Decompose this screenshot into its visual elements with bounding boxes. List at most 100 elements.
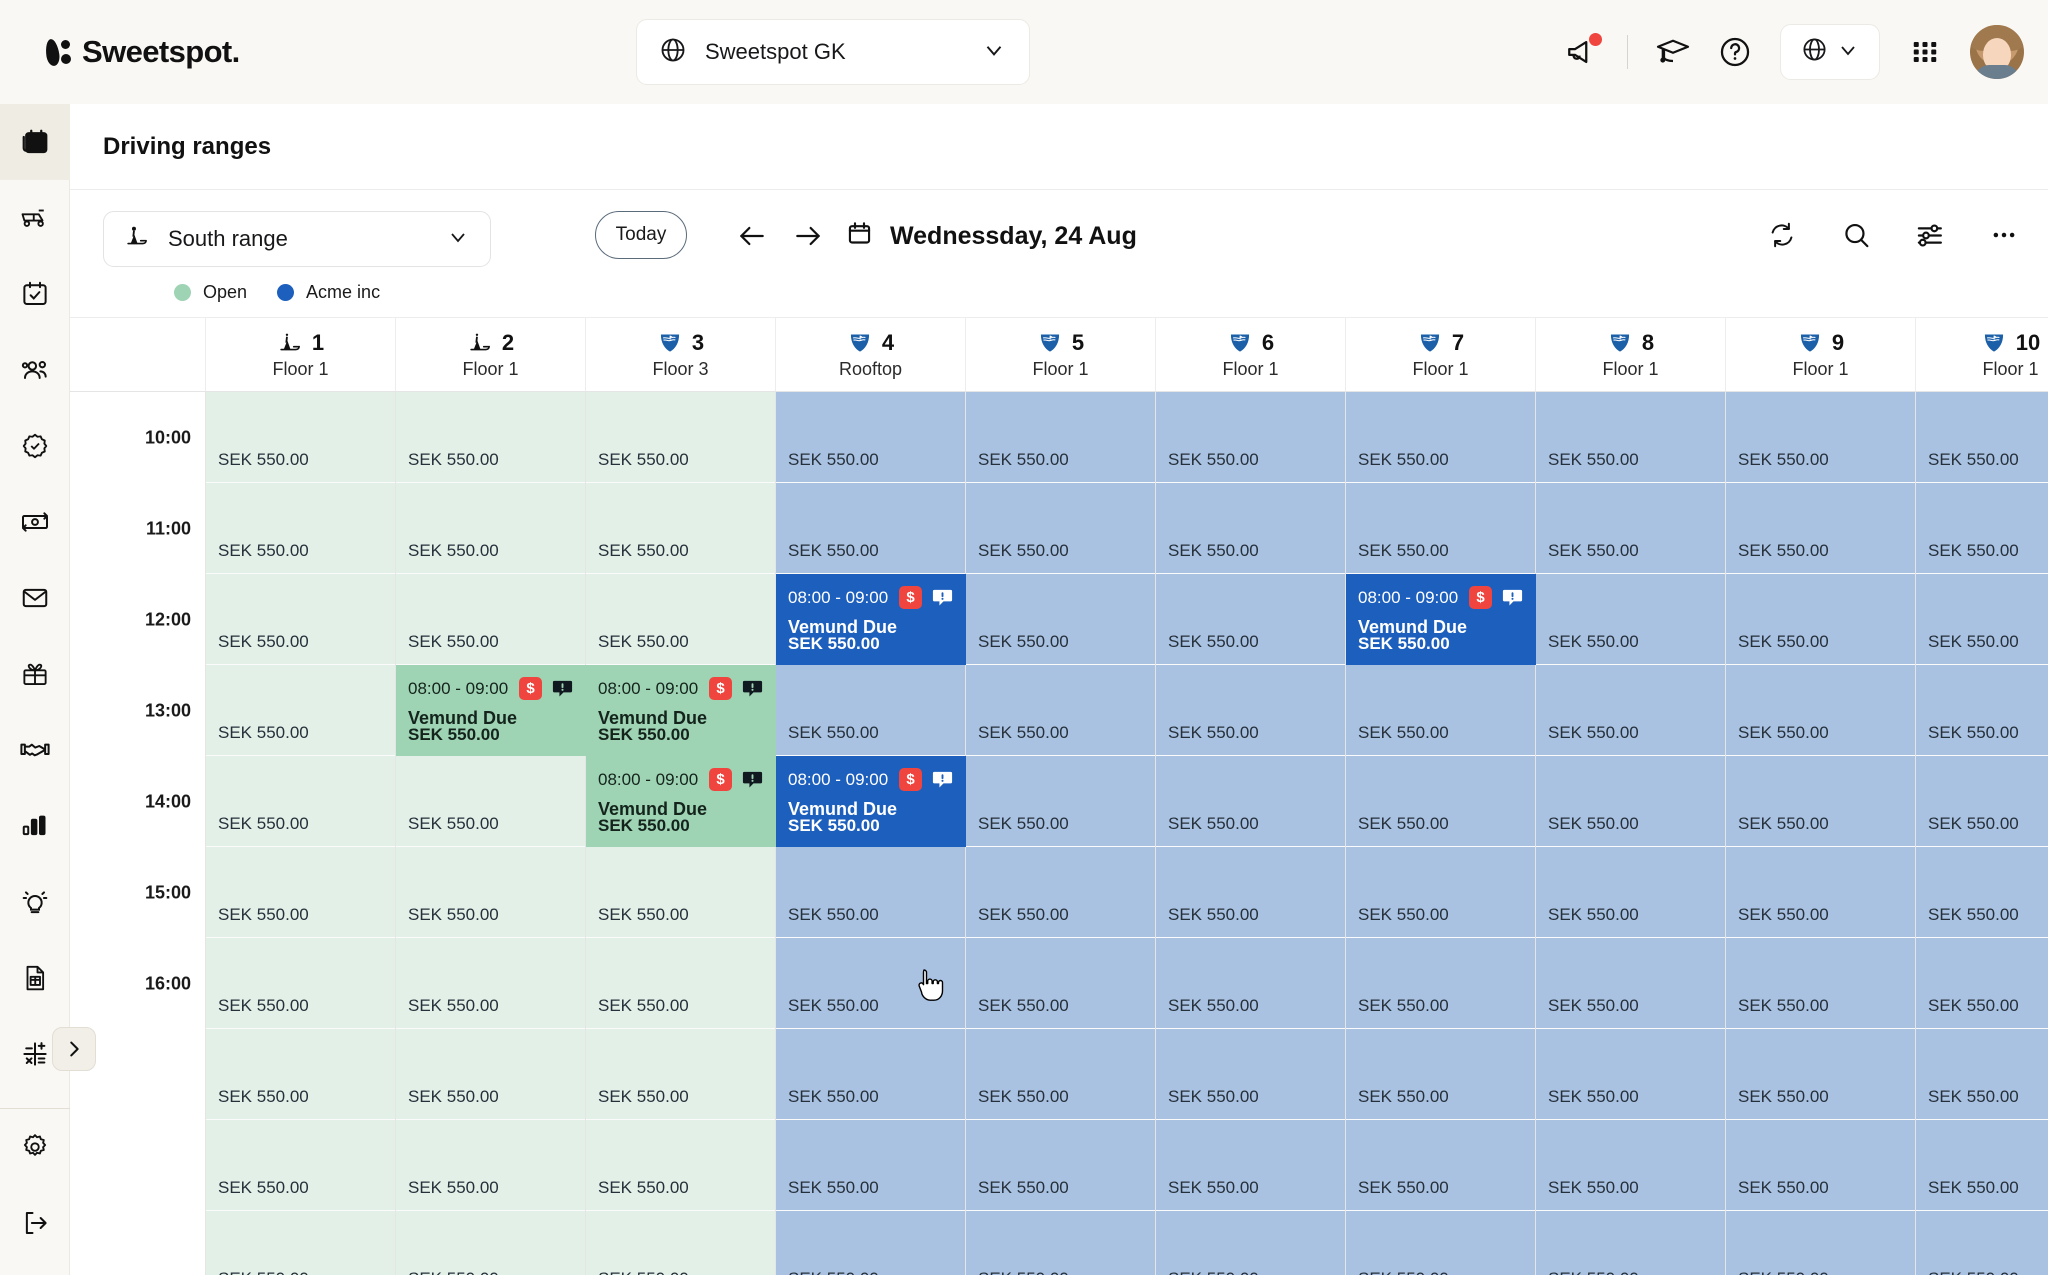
time-slot[interactable]: SEK 550.00 [206, 483, 396, 574]
column-header-10[interactable]: 10 Floor 1 [1915, 318, 2048, 391]
time-slot[interactable]: SEK 550.00 [1726, 756, 1916, 847]
time-slot[interactable]: SEK 550.00 [206, 1029, 396, 1120]
previous-day-button[interactable] [730, 216, 774, 256]
time-slot[interactable]: SEK 550.00 [396, 938, 586, 1029]
money-badge-icon[interactable]: $ [899, 586, 922, 609]
language-selector[interactable] [1780, 24, 1880, 80]
time-slot[interactable]: SEK 550.00 [1346, 1029, 1536, 1120]
time-slot[interactable]: SEK 550.00 [586, 483, 776, 574]
money-badge-icon[interactable]: $ [709, 677, 732, 700]
time-slot[interactable]: SEK 550.00 [1726, 1029, 1916, 1120]
time-slot[interactable]: SEK 550.00 [1156, 574, 1346, 665]
sidebar-item-payments[interactable] [0, 484, 70, 560]
time-slot[interactable]: SEK 550.00 [1916, 1211, 2048, 1275]
help-circle-icon[interactable] [1704, 21, 1766, 83]
comment-alert-icon[interactable] [551, 677, 574, 700]
money-badge-icon[interactable]: $ [519, 677, 542, 700]
time-slot[interactable]: SEK 550.00 [1536, 1029, 1726, 1120]
time-slot[interactable]: SEK 550.00 [1726, 938, 1916, 1029]
column-header-3[interactable]: 3 Floor 3 [585, 318, 775, 391]
time-slot[interactable]: SEK 550.00 [1156, 847, 1346, 938]
comment-alert-icon[interactable] [741, 768, 764, 791]
time-slot[interactable]: SEK 550.00 [586, 574, 776, 665]
time-slot[interactable]: SEK 550.00 [1726, 392, 1916, 483]
time-slot[interactable]: SEK 550.00 [1156, 1211, 1346, 1275]
time-slot[interactable]: SEK 550.00 [1346, 392, 1536, 483]
sidebar-item-reports[interactable] [0, 940, 70, 1016]
booking-event[interactable]: 08:00 - 09:00 $ Vemund Due SEK 550.00 [586, 665, 776, 756]
date-picker[interactable]: Wednessday, 24 Aug [846, 215, 1137, 257]
sidebar-item-verified[interactable] [0, 408, 70, 484]
megaphone-icon[interactable] [1551, 21, 1613, 83]
next-day-button[interactable] [786, 216, 830, 256]
org-selector[interactable]: Sweetspot GK [636, 19, 1030, 85]
time-slot[interactable]: SEK 550.00 [396, 574, 586, 665]
filter-sliders-icon[interactable] [1908, 213, 1952, 257]
money-badge-icon[interactable]: $ [709, 768, 732, 791]
time-slot[interactable]: SEK 550.00 [1536, 756, 1726, 847]
comment-alert-icon[interactable] [931, 768, 954, 791]
time-slot[interactable]: SEK 550.00 [1916, 938, 2048, 1029]
time-slot[interactable]: SEK 550.00 [396, 1120, 586, 1211]
time-slot[interactable]: SEK 550.00 [1536, 483, 1726, 574]
time-slot[interactable]: SEK 550.00 [206, 847, 396, 938]
time-slot[interactable]: SEK 550.00 [966, 665, 1156, 756]
time-slot[interactable]: SEK 550.00 [396, 1211, 586, 1275]
time-slot[interactable]: SEK 550.00 [1346, 1120, 1536, 1211]
time-slot[interactable]: SEK 550.00 [1726, 847, 1916, 938]
booking-event[interactable]: 08:00 - 09:00 $ Vemund Due SEK 550.00 [1346, 574, 1536, 665]
time-slot[interactable]: SEK 550.00 [1346, 665, 1536, 756]
time-slot[interactable]: SEK 550.00 [776, 938, 966, 1029]
time-slot[interactable]: SEK 550.00 [1536, 392, 1726, 483]
time-slot[interactable]: SEK 550.00 [776, 483, 966, 574]
time-slot[interactable]: SEK 550.00 [206, 938, 396, 1029]
time-slot[interactable]: SEK 550.00 [966, 756, 1156, 847]
time-slot[interactable]: SEK 550.00 [1916, 665, 2048, 756]
time-slot[interactable]: SEK 550.00 [396, 483, 586, 574]
sidebar-item-bookings[interactable] [0, 256, 70, 332]
column-header-4[interactable]: 4 Rooftop [775, 318, 965, 391]
sidebar-item-settings[interactable] [0, 1109, 70, 1185]
time-slot[interactable]: SEK 550.00 [1916, 1029, 2048, 1120]
time-slot[interactable]: SEK 550.00 [206, 756, 396, 847]
time-slot[interactable]: SEK 550.00 [966, 938, 1156, 1029]
time-slot[interactable]: SEK 550.00 [206, 574, 396, 665]
time-slot[interactable]: SEK 550.00 [586, 1120, 776, 1211]
time-slot[interactable]: SEK 550.00 [776, 665, 966, 756]
time-slot[interactable]: SEK 550.00 [1536, 574, 1726, 665]
booking-event[interactable]: 08:00 - 09:00 $ Vemund Due SEK 550.00 [396, 665, 586, 756]
time-slot[interactable]: SEK 550.00 [1536, 847, 1726, 938]
time-slot[interactable]: SEK 550.00 [1156, 483, 1346, 574]
time-slot[interactable]: SEK 550.00 [1916, 1120, 2048, 1211]
time-slot[interactable]: SEK 550.00 [206, 1211, 396, 1275]
time-slot[interactable]: SEK 550.00 [1536, 665, 1726, 756]
avatar[interactable] [1970, 25, 2024, 79]
time-slot[interactable]: SEK 550.00 [1916, 392, 2048, 483]
time-slot[interactable]: SEK 550.00 [776, 1211, 966, 1275]
time-slot[interactable]: SEK 550.00 [966, 1211, 1156, 1275]
graduation-cap-icon[interactable] [1642, 21, 1704, 83]
sidebar-item-logout[interactable] [0, 1185, 70, 1261]
time-slot[interactable]: SEK 550.00 [206, 665, 396, 756]
comment-alert-icon[interactable] [931, 586, 954, 609]
time-slot[interactable]: SEK 550.00 [396, 1029, 586, 1120]
more-ellipsis-icon[interactable] [1982, 213, 2026, 257]
time-slot[interactable]: SEK 550.00 [1916, 847, 2048, 938]
time-slot[interactable]: SEK 550.00 [396, 756, 586, 847]
range-selector[interactable]: South range [103, 211, 491, 267]
booking-event[interactable]: 08:00 - 09:00 $ Vemund Due SEK 550.00 [776, 574, 966, 665]
time-slot[interactable]: SEK 550.00 [1726, 665, 1916, 756]
time-slot[interactable]: SEK 550.00 [206, 392, 396, 483]
time-slot[interactable]: SEK 550.00 [1536, 938, 1726, 1029]
sidebar-item-calendar[interactable] [0, 104, 70, 180]
column-header-6[interactable]: 6 Floor 1 [1155, 318, 1345, 391]
time-slot[interactable]: SEK 550.00 [1156, 665, 1346, 756]
time-slot[interactable]: SEK 550.00 [1156, 1120, 1346, 1211]
time-slot[interactable]: SEK 550.00 [1916, 756, 2048, 847]
today-button[interactable]: Today [595, 211, 687, 259]
time-slot[interactable]: SEK 550.00 [1346, 483, 1536, 574]
sidebar-expand-button[interactable] [52, 1027, 96, 1071]
column-header-7[interactable]: 7 Floor 1 [1345, 318, 1535, 391]
time-slot[interactable]: SEK 550.00 [1346, 847, 1536, 938]
column-header-1[interactable]: 1 Floor 1 [205, 318, 395, 391]
